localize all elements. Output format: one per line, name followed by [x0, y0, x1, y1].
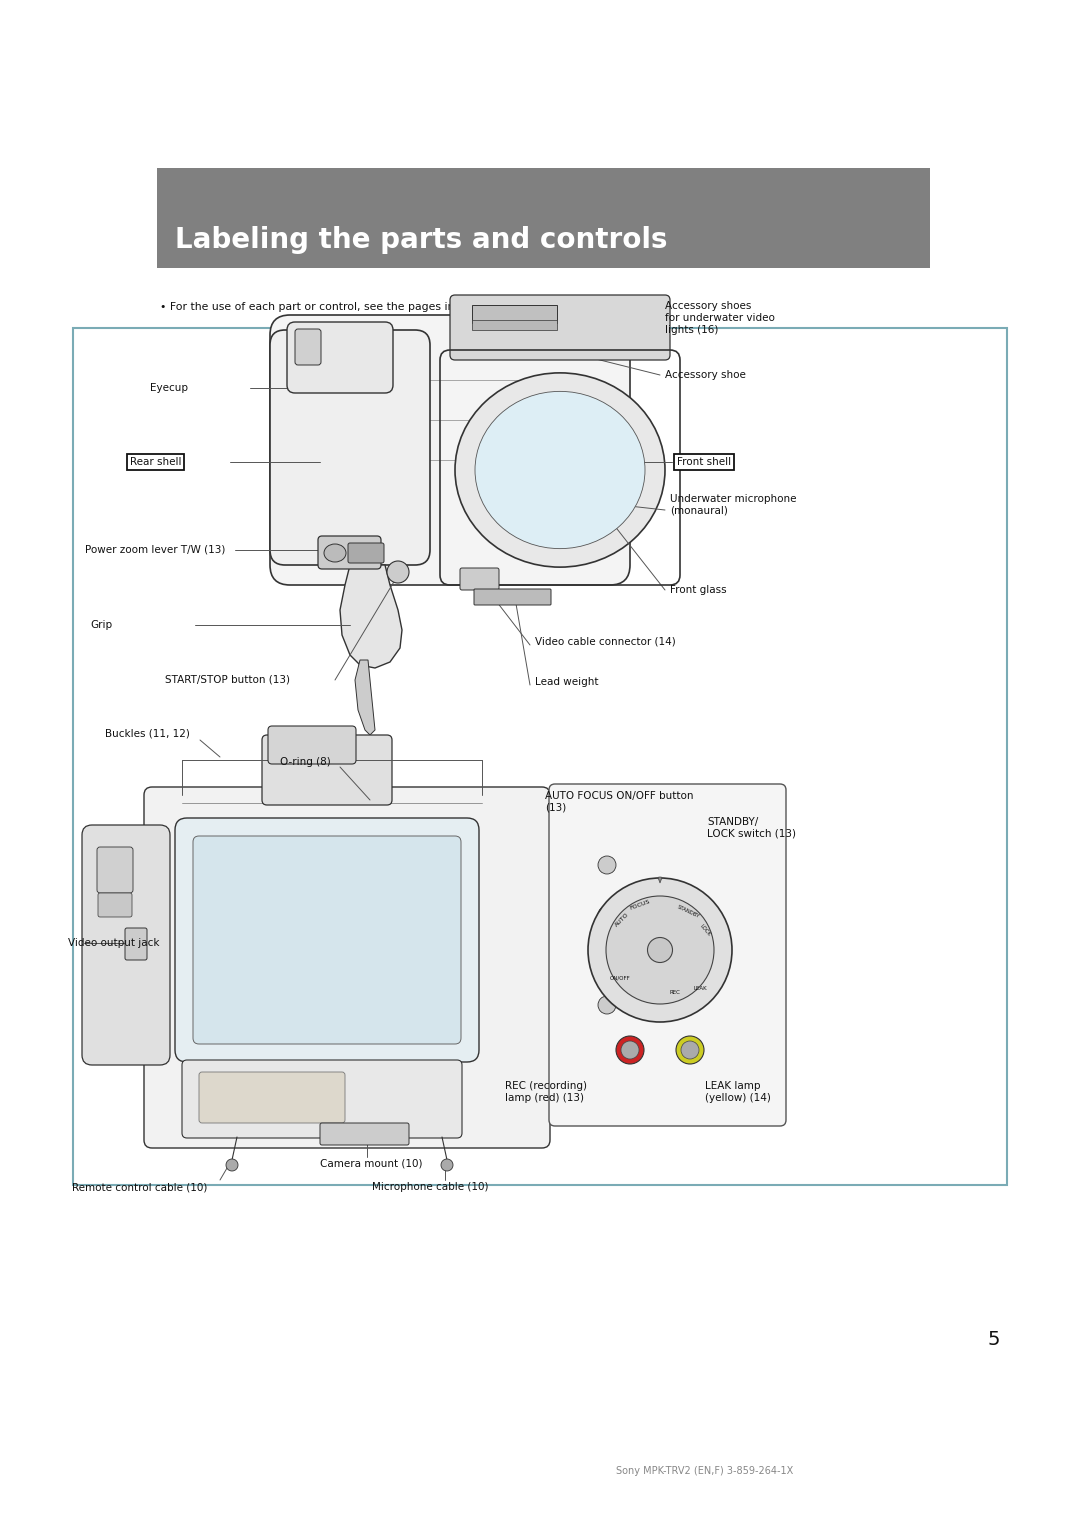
FancyBboxPatch shape — [175, 818, 480, 1063]
FancyBboxPatch shape — [270, 331, 430, 565]
Circle shape — [616, 1036, 644, 1064]
FancyBboxPatch shape — [262, 735, 392, 805]
FancyBboxPatch shape — [199, 1072, 345, 1124]
Text: Video output jack: Video output jack — [68, 939, 160, 948]
Text: START/STOP button (13): START/STOP button (13) — [165, 675, 291, 684]
Circle shape — [621, 1041, 639, 1059]
Text: 5: 5 — [987, 1330, 1000, 1349]
Text: Remote control cable (10): Remote control cable (10) — [72, 1182, 207, 1193]
Text: Labeling the parts and controls: Labeling the parts and controls — [175, 227, 667, 254]
Circle shape — [598, 955, 616, 974]
Ellipse shape — [508, 423, 612, 517]
Text: Grip: Grip — [90, 620, 112, 629]
Text: LEAK lamp
(yellow) (14): LEAK lamp (yellow) (14) — [705, 1081, 771, 1102]
Text: Front shell: Front shell — [677, 456, 731, 467]
Text: Accessory shoe: Accessory shoe — [665, 371, 746, 380]
Text: Microphone cable (10): Microphone cable (10) — [372, 1182, 488, 1193]
Text: FOCUS: FOCUS — [630, 899, 651, 911]
Text: Camera mount (10): Camera mount (10) — [320, 1157, 422, 1168]
FancyBboxPatch shape — [98, 893, 132, 917]
Circle shape — [441, 1159, 453, 1171]
Text: STANDBY: STANDBY — [676, 905, 700, 920]
Text: LEAK: LEAK — [693, 986, 706, 991]
Bar — [157, 168, 930, 268]
Text: • For the use of each part or control, see the pages indicated in parenthesis.: • For the use of each part or control, s… — [160, 302, 579, 312]
Wedge shape — [658, 877, 662, 883]
Ellipse shape — [455, 374, 665, 566]
Text: REC (recording)
lamp (red) (13): REC (recording) lamp (red) (13) — [505, 1081, 588, 1102]
Ellipse shape — [606, 896, 714, 1004]
Ellipse shape — [530, 442, 590, 498]
Circle shape — [681, 1041, 699, 1059]
FancyBboxPatch shape — [268, 726, 356, 764]
Text: Accessory shoes
for underwater video
lights (16): Accessory shoes for underwater video lig… — [665, 302, 774, 335]
Text: Video cable connector (14): Video cable connector (14) — [535, 637, 676, 648]
Text: ON/OFF: ON/OFF — [609, 975, 631, 980]
Text: REC: REC — [670, 989, 680, 995]
Circle shape — [598, 856, 616, 874]
Text: Underwater microphone
(monaural): Underwater microphone (monaural) — [670, 495, 797, 516]
Text: STANDBY/
LOCK switch (13): STANDBY/ LOCK switch (13) — [707, 818, 796, 839]
Circle shape — [387, 560, 409, 583]
Polygon shape — [355, 660, 375, 735]
Bar — [472, 320, 557, 331]
FancyBboxPatch shape — [82, 825, 170, 1066]
FancyBboxPatch shape — [270, 315, 630, 585]
FancyBboxPatch shape — [348, 544, 384, 563]
Ellipse shape — [324, 544, 346, 562]
FancyBboxPatch shape — [450, 295, 670, 360]
FancyBboxPatch shape — [557, 814, 642, 1105]
Polygon shape — [340, 565, 402, 668]
FancyBboxPatch shape — [97, 847, 133, 893]
Ellipse shape — [475, 392, 645, 548]
Text: AUTO: AUTO — [615, 912, 630, 928]
Circle shape — [676, 1036, 704, 1064]
Text: Eyecup: Eyecup — [150, 383, 188, 393]
Circle shape — [226, 1159, 238, 1171]
Text: O-ring (8): O-ring (8) — [280, 756, 330, 767]
Bar — [472, 305, 557, 323]
FancyBboxPatch shape — [463, 303, 567, 352]
Text: Front glass: Front glass — [670, 585, 727, 596]
Text: Power zoom lever T/W (13): Power zoom lever T/W (13) — [85, 545, 226, 556]
FancyBboxPatch shape — [125, 928, 147, 960]
Circle shape — [598, 906, 616, 925]
FancyBboxPatch shape — [295, 329, 321, 364]
Text: Rear shell: Rear shell — [130, 456, 181, 467]
FancyBboxPatch shape — [460, 568, 499, 589]
Ellipse shape — [588, 877, 732, 1023]
Text: Buckles (11, 12): Buckles (11, 12) — [105, 729, 190, 738]
FancyBboxPatch shape — [287, 322, 393, 393]
Bar — [73, 328, 1007, 1185]
FancyBboxPatch shape — [193, 836, 461, 1044]
FancyBboxPatch shape — [183, 1059, 462, 1138]
Text: LOCK: LOCK — [699, 923, 712, 937]
FancyBboxPatch shape — [320, 1124, 409, 1145]
Text: Lead weight: Lead weight — [535, 677, 598, 687]
FancyBboxPatch shape — [474, 589, 551, 605]
Text: Sony MPK-TRV2 (EN,F) 3-859-264-1X: Sony MPK-TRV2 (EN,F) 3-859-264-1X — [616, 1467, 793, 1476]
FancyBboxPatch shape — [318, 536, 381, 570]
Circle shape — [598, 997, 616, 1014]
Ellipse shape — [648, 937, 673, 963]
Text: AUTO FOCUS ON/OFF button
(13): AUTO FOCUS ON/OFF button (13) — [545, 792, 693, 813]
FancyBboxPatch shape — [549, 784, 786, 1125]
FancyBboxPatch shape — [144, 787, 550, 1148]
Ellipse shape — [490, 406, 630, 534]
